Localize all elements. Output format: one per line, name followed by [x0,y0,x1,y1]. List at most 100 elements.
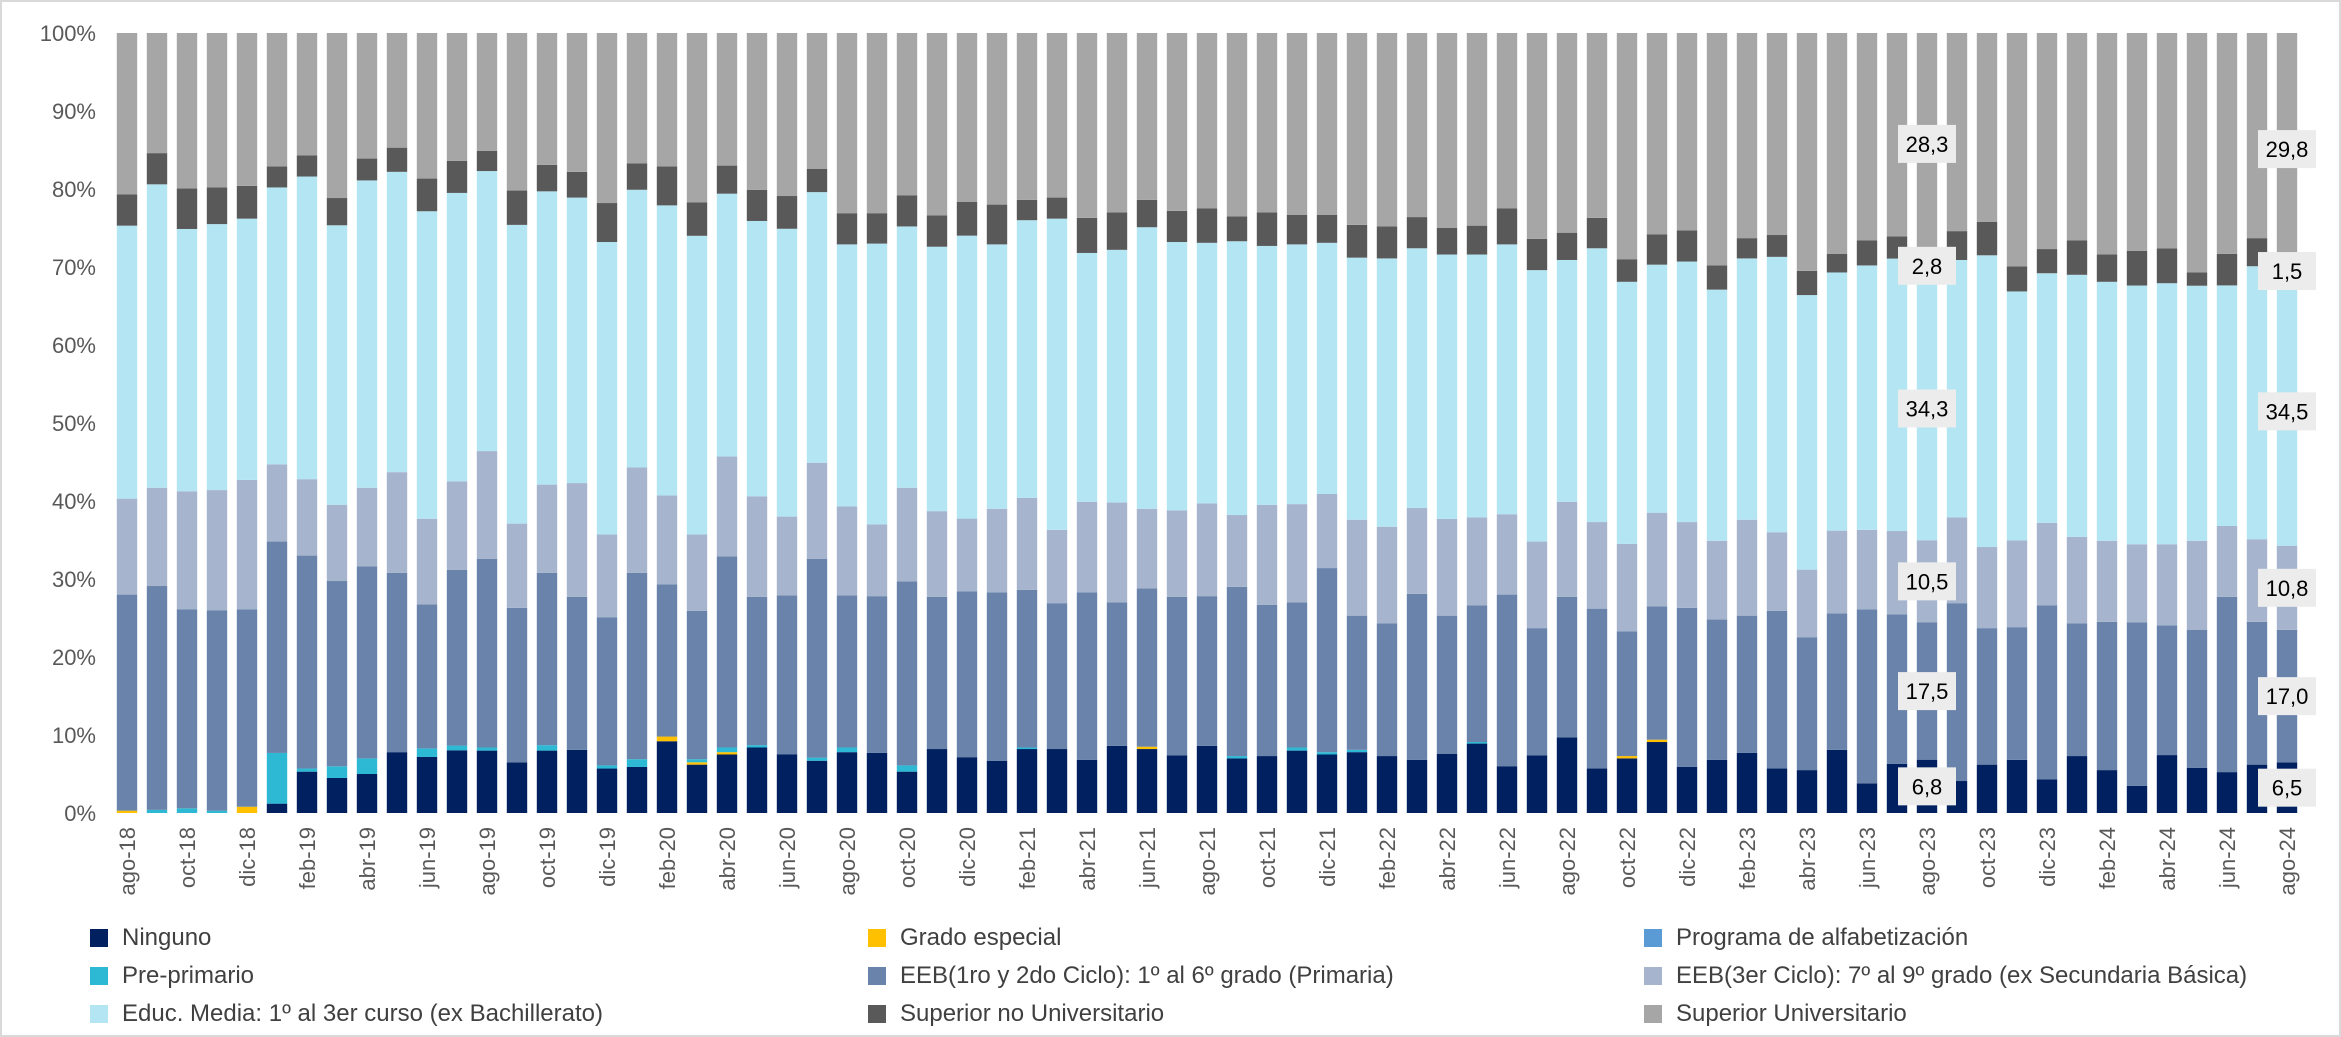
bar-segment [806,168,828,193]
bar-segment [1226,586,1248,757]
bar-segment [2156,755,2178,813]
bar-segment [926,246,948,512]
bar-segment [2126,250,2148,286]
bar-segment [1976,221,1998,256]
bar-segment [116,225,138,499]
bar-segment [2186,272,2208,286]
bar-segment [2006,540,2028,628]
bar-segment [2066,33,2088,241]
bar-segment [176,33,198,189]
bar-segment [1616,756,1638,759]
bar-segment [266,166,288,188]
bar-segment [896,771,918,813]
bar-segment [1976,255,1998,548]
bar-segment [506,33,528,191]
bar-segment [1556,232,1578,260]
bar-segment [1766,33,1788,236]
bar-segment [1646,512,1668,607]
bar-segment [1886,258,1908,532]
x-tick-label: jun-23 [1855,827,1880,889]
bar-segment [1496,514,1518,595]
bar-segment [1796,770,1818,813]
bar-segment [1256,245,1278,505]
bar-segment [146,33,168,154]
bar-segment [566,749,588,813]
bar-segment [476,750,498,813]
bar-segment [1616,543,1638,632]
bar-segment [2126,33,2148,251]
bar-segment [1106,249,1128,503]
bar-segment [686,202,708,236]
bar-segment [1076,759,1098,813]
bar-segment [1496,594,1518,767]
legend-swatch [1644,929,1662,947]
bar-segment [1466,605,1488,743]
bar-segment [506,607,528,763]
bar-segment [2036,779,2058,813]
bar-segment [446,160,468,193]
x-tick-label: abr-24 [2155,827,2180,891]
bar-segment [2036,249,2058,274]
bar-segment [116,594,138,811]
bar-segment [1286,750,1308,813]
x-tick-label: feb-21 [1015,827,1040,889]
y-tick-label: 90% [52,99,96,124]
bar-segment [1136,746,1158,750]
x-tick-label: jun-21 [1135,827,1160,889]
x-tick-label: feb-22 [1375,827,1400,889]
bar-segment [1046,33,1068,198]
bar-segment [236,218,258,480]
bar-segment [1286,244,1308,505]
bar-segment [1616,259,1638,282]
bar-segment [1346,615,1368,750]
bar-segment [716,193,738,457]
y-tick-label: 60% [52,333,96,358]
bar-segment [626,572,648,760]
bar-segment [1526,270,1548,542]
x-tick-label: abr-19 [355,827,380,891]
bar-segment [1316,214,1338,243]
bar-segment [536,572,558,746]
x-tick-label: feb-19 [295,827,320,889]
bar-segment [386,171,408,473]
bar-segment [2096,254,2118,282]
bar-segment [296,768,318,772]
bar-segment [1646,234,1668,265]
bar-segment [656,495,678,585]
data-label: 2,8 [1912,254,1943,279]
x-tick-label: dic-19 [595,827,620,887]
bar-segment [1736,238,1758,259]
bar-segment [386,33,408,148]
bar-segment [386,752,408,813]
bar-segment [866,752,888,813]
bar-segment [446,750,468,813]
bar-segment [2066,274,2088,537]
bar-segment [596,765,618,769]
bar-segment [416,756,438,813]
data-label-box [2258,568,2316,607]
bar-segment [986,760,1008,813]
bar-segment [1736,752,1758,813]
bar-segment [1736,258,1758,520]
bar-segment [1166,510,1188,597]
bar-segment [1406,33,1428,218]
bar-segment [956,757,978,813]
bar-segment [596,203,618,243]
bar-segment [1706,265,1728,290]
bar-segment [1766,256,1788,533]
bar-segment [326,33,348,199]
bar-segment [2066,240,2088,275]
bar-segment [926,33,948,216]
bar-segment [1346,519,1368,616]
y-tick-label: 30% [52,567,96,592]
x-tick-label: abr-22 [1435,827,1460,891]
bar-segment [626,467,648,573]
data-label: 17,0 [2266,684,2309,709]
data-label: 10,5 [1906,569,1949,594]
bar-segment [1376,526,1398,624]
bar-segment [2156,544,2178,626]
bar-segment [176,491,198,610]
bar-segment [536,164,558,192]
bar-segment [986,204,1008,245]
bar-segment [2096,540,2118,622]
